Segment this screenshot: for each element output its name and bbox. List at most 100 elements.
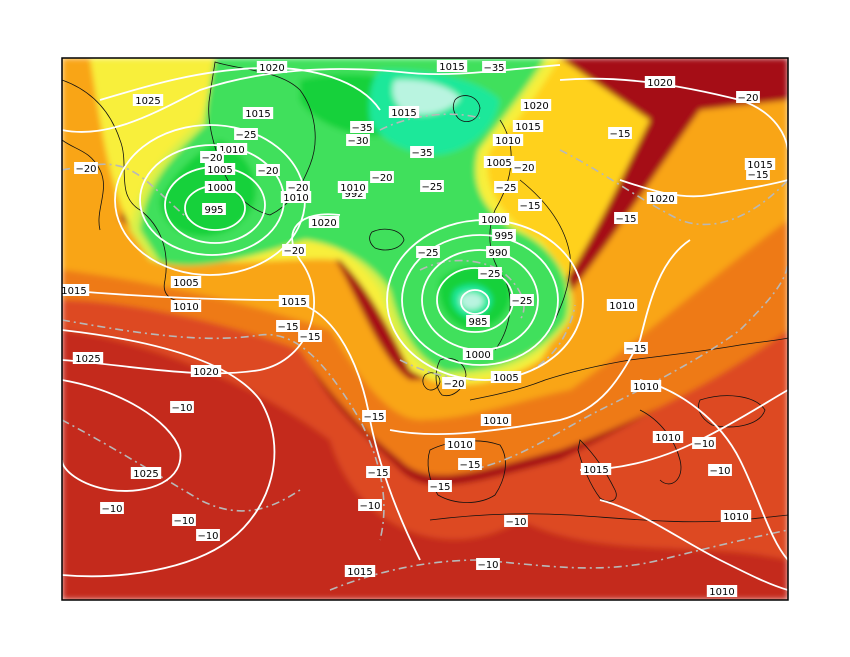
contour-label-t-25-f: −25 — [510, 294, 534, 307]
contour-label-bg — [276, 320, 300, 332]
coast-north-america — [62, 79, 201, 303]
contour-label-t-35-b: −35 — [410, 146, 434, 159]
isobars — [62, 64, 788, 591]
contour-label-t-20-f: −20 — [512, 161, 536, 174]
contour-label-text: −10 — [101, 504, 122, 515]
contour-label-bg — [720, 510, 752, 522]
contour-label-text: −25 — [511, 296, 532, 307]
contour-label-bg — [170, 276, 202, 288]
contour-label-text: 1000 — [207, 183, 232, 194]
contour-label-p1025-sw: 1025 — [130, 467, 162, 480]
contour-label-p1005-c: 1005 — [170, 276, 202, 289]
contour-label-bg — [196, 529, 220, 541]
contour-label-text: −15 — [363, 412, 384, 423]
contour-label-text: 1015 — [281, 297, 306, 308]
contour-label-t-25-d: −25 — [416, 246, 440, 259]
contour-label-text: 1010 — [633, 382, 658, 393]
contour-label-t-10-h: −10 — [708, 464, 732, 477]
contour-label-text: −15 — [519, 201, 540, 212]
contour-label-text: 1020 — [649, 194, 674, 205]
contour-label-text: −15 — [625, 344, 646, 355]
contour-label-p1010-c: 1010 — [337, 181, 369, 194]
contour-label-text: −10 — [693, 439, 714, 450]
contour-label-text: 1010 — [483, 416, 508, 427]
contour-label-t-35-top: −35 — [482, 61, 506, 74]
contour-label-bg — [200, 151, 224, 163]
contour-label-bg — [436, 60, 468, 72]
coast-svalbard — [452, 95, 481, 123]
contour-label-text: −20 — [75, 164, 96, 175]
isobar-1020-e — [619, 179, 788, 198]
isobar-1025-west — [62, 379, 182, 492]
contour-label-bg — [458, 458, 482, 470]
contour-label-text: −15 — [747, 170, 768, 181]
contour-label-bg — [358, 499, 382, 511]
contour-label-bg — [370, 171, 394, 183]
contour-label-text: −10 — [359, 501, 380, 512]
contour-label-text: −20 — [371, 173, 392, 184]
coast-africa — [429, 513, 788, 523]
contour-label-bg — [483, 156, 515, 168]
contour-label-text: 1005 — [493, 373, 518, 384]
contour-label-text: 1010 — [219, 145, 244, 156]
temperature-field — [62, 58, 788, 600]
contour-label-t-15-f: −15 — [624, 342, 648, 355]
contour-label-text: 1010 — [609, 301, 634, 312]
contour-label-text: 1005 — [207, 165, 232, 176]
contour-label-bg — [286, 181, 310, 193]
contour-label-bg — [486, 246, 510, 258]
contour-label-bg — [202, 203, 226, 215]
contour-label-text: −35 — [411, 148, 432, 159]
contour-label-t-10-b: −10 — [692, 437, 716, 450]
contour-label-t-15-j: −15 — [746, 168, 770, 181]
contour-label-text: 1015 — [61, 286, 86, 297]
contour-label-text: 1020 — [647, 78, 672, 89]
contour-labels: 1025 1020 1015 −35 1020 −20 1015 1015 −35 −30 −25 1… — [58, 60, 776, 598]
contour-label-t-15-d: −15 — [298, 330, 322, 343]
contour-label-text: 1010 — [655, 433, 680, 444]
contour-label-p1010-d: 1010 — [492, 134, 524, 147]
contour-label-t-20-ne: −20 — [736, 91, 760, 104]
isotherm-minus10-west — [62, 419, 301, 512]
contour-label-text: −20 — [283, 246, 304, 257]
contour-label-bg — [444, 438, 476, 450]
contour-label-text: 1015 — [439, 62, 464, 73]
contour-label-t-20-d: −20 — [74, 162, 98, 175]
contour-label-bg — [410, 146, 434, 158]
contour-label-text: −20 — [737, 93, 758, 104]
contour-label-bg — [608, 127, 632, 139]
contour-label-text: 1015 — [347, 567, 372, 578]
contour-label-p1005-b: 1005 — [483, 156, 515, 169]
contour-label-bg — [204, 163, 236, 175]
contour-label-p1000-c: 1000 — [462, 348, 494, 361]
isotherm-minus20-b — [559, 149, 788, 226]
contour-label-text: −15 — [367, 468, 388, 479]
contour-label-text: 1015 — [515, 122, 540, 133]
contour-label-bg — [366, 466, 390, 478]
contour-label-text: −35 — [351, 123, 372, 134]
contour-label-t-15-g: −15 — [458, 458, 482, 471]
contour-label-text: −10 — [477, 560, 498, 571]
contour-label-bg — [482, 61, 506, 73]
contour-label-bg — [282, 244, 306, 256]
contour-label-text: −15 — [299, 332, 320, 343]
contour-label-t-20-c: −20 — [286, 181, 310, 194]
contour-label-p1010-b: 1010 — [280, 191, 312, 204]
contour-label-text: −15 — [459, 460, 480, 471]
contour-label-bg — [58, 284, 90, 296]
contour-label-p1015-e: 1015 — [278, 295, 310, 308]
contour-label-bg — [478, 213, 510, 225]
contour-label-bg — [242, 107, 274, 119]
contour-label-text: 992 — [344, 189, 363, 200]
coast-greenland — [208, 61, 316, 216]
contour-label-p1025-west: 1025 — [72, 352, 104, 365]
contour-label-text: 1015 — [583, 465, 608, 476]
contour-label-bg — [216, 143, 248, 155]
contour-label-p1000-a: 1000 — [204, 181, 236, 194]
contour-label-p1020-d: 1020 — [190, 365, 222, 378]
contour-label-bg — [512, 120, 544, 132]
contour-label-text: −10 — [171, 403, 192, 414]
contour-label-text: 995 — [204, 205, 223, 216]
contour-label-bg — [346, 134, 370, 146]
contour-label-bg — [614, 212, 638, 224]
